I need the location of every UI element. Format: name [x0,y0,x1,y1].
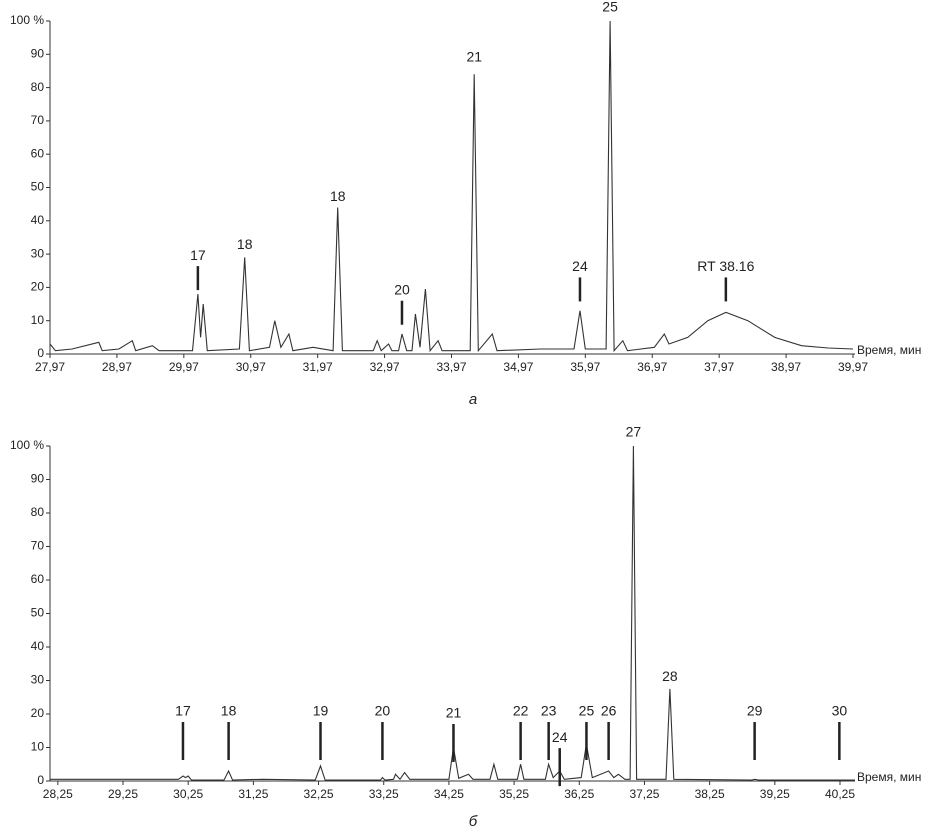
peak-label: 19 [313,703,329,719]
peak-label: 20 [394,281,410,297]
y-tick-label: 30 [31,246,45,260]
peak-label: RT 38.16 [697,258,754,274]
x-tick-label: 36,25 [564,787,594,801]
trace [49,20,854,353]
x-tick-label: 31,25 [238,787,268,801]
x-tick-label: 39,25 [760,787,790,801]
y-tick-label: 20 [31,706,45,720]
y-tick-label: 80 [31,505,45,519]
x-tick-label: 27,97 [35,360,65,374]
y-tick-label: 70 [31,539,45,553]
y-tick-label: 10 [31,313,45,327]
x-tick-label: 40,25 [825,787,855,801]
peak-label: 29 [747,703,763,719]
peak-label: 18 [237,236,253,252]
x-tick-label: 34,97 [503,360,533,374]
x-tick-label: 38,25 [695,787,725,801]
peak-label: 17 [175,703,191,719]
peak-label: 24 [552,729,568,745]
peak-label: 20 [375,703,391,719]
y-tick-label: 20 [31,280,45,294]
y-tick-label: 90 [31,472,45,486]
peak-label: 21 [466,48,482,64]
peak-label: 18 [221,703,237,719]
y-tick-label: 40 [31,639,45,653]
peak-label: 28 [662,668,678,684]
peak-label: 24 [572,258,588,274]
trace [50,445,855,781]
x-tick-label: 34,25 [434,787,464,801]
x-tick-label: 37,97 [704,360,734,374]
y-tick-label: 60 [31,146,45,160]
x-tick-label: 28,25 [43,787,73,801]
peak-label: 23 [541,703,557,719]
x-tick-label: 29,25 [108,787,138,801]
x-tick-label: 35,25 [499,787,529,801]
peak-label: 21 [446,705,462,721]
y-tick-label: 100 % [10,438,44,452]
y-tick-label: 0 [37,346,44,360]
y-tick-label: 40 [31,213,45,227]
x-tick-label: 33,25 [369,787,399,801]
y-tick-label: 50 [31,606,45,620]
x-tick-label: 32,97 [370,360,400,374]
panel-caption: а [469,391,477,408]
y-tick-label: 80 [31,80,45,94]
x-axis-label: Время, мин [857,770,921,784]
x-tick-label: 38,97 [771,360,801,374]
peak-label: 27 [626,423,642,439]
peak-label: 25 [602,0,618,14]
x-tick-label: 33,97 [436,360,466,374]
y-tick-label: 30 [31,673,45,687]
y-tick-label: 60 [31,572,45,586]
peak-label: 25 [579,703,595,719]
x-tick-label: 39,97 [838,360,868,374]
y-tick-label: 0 [37,773,44,787]
x-tick-label: 30,25 [173,787,203,801]
y-tick-label: 70 [31,113,45,127]
peak-label: 26 [601,703,617,719]
panel-caption: б [469,813,478,830]
x-tick-label: 29,97 [169,360,199,374]
y-tick-label: 50 [31,180,45,194]
peak-label: 18 [330,188,346,204]
peak-label: 22 [513,703,529,719]
peak-label: 17 [190,247,206,263]
x-tick-label: 32,25 [304,787,334,801]
x-tick-label: 37,25 [629,787,659,801]
x-tick-label: 36,97 [637,360,667,374]
x-tick-label: 28,97 [102,360,132,374]
y-tick-label: 100 % [10,13,44,27]
x-tick-label: 31,97 [303,360,333,374]
y-tick-label: 90 [31,46,45,60]
y-tick-label: 10 [31,740,45,754]
x-axis-label: Время, мин [857,343,921,357]
peak-label: 30 [832,703,848,719]
x-tick-label: 30,97 [236,360,266,374]
x-tick-label: 35,97 [570,360,600,374]
